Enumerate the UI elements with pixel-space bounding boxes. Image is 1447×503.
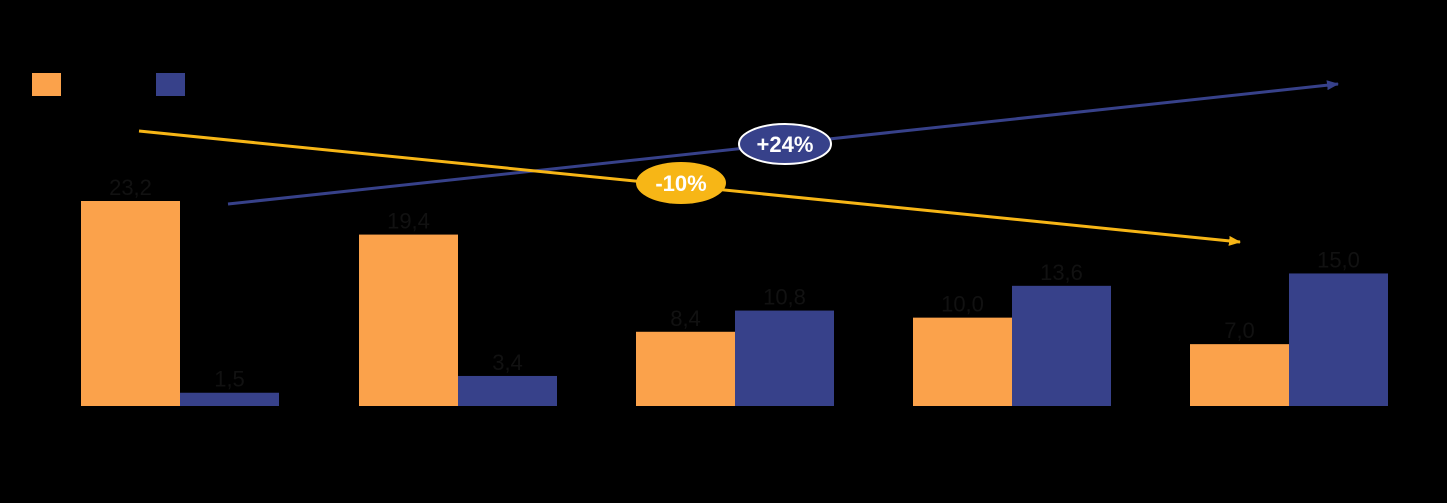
decline-badge-orange: -10% [636,162,726,204]
bar-orange-3 [636,331,735,406]
value-label-orange-3: 8,4 [670,306,701,331]
bar-navy-3 [735,310,834,406]
value-label-navy-1: 1,5 [214,367,245,392]
value-label-orange-2: 19,4 [387,209,430,234]
bar-orange-5 [1190,344,1289,406]
bar-orange-2 [359,234,458,406]
value-label-orange-1: 23,2 [109,175,152,200]
value-label-orange-5: 7,0 [1224,318,1255,343]
bar-navy-5 [1289,273,1388,406]
bar-navy-4 [1012,285,1111,406]
bar-orange-4 [913,317,1012,406]
value-label-navy-3: 10,8 [763,285,806,310]
value-label-orange-4: 10,0 [941,292,984,317]
bar-navy-2 [458,375,557,406]
value-labels-group: 23,2 19,4 8,4 10,0 7,0 1,5 3,4 10,8 13,6 15,0 [109,175,1360,392]
growth-badge-navy-text: +24% [757,132,814,157]
decline-badge-orange-text: -10% [655,171,706,196]
growth-badge-navy: +24% [738,123,832,165]
bar-orange-1 [81,201,180,406]
value-label-navy-2: 3,4 [492,350,523,375]
legend-swatch-orange [32,73,61,96]
bar-navy-1 [180,392,279,406]
legend-swatch-navy [156,73,185,96]
value-label-navy-4: 13,6 [1040,260,1083,285]
bars-group [81,201,1388,406]
value-label-navy-5: 15,0 [1317,247,1360,272]
